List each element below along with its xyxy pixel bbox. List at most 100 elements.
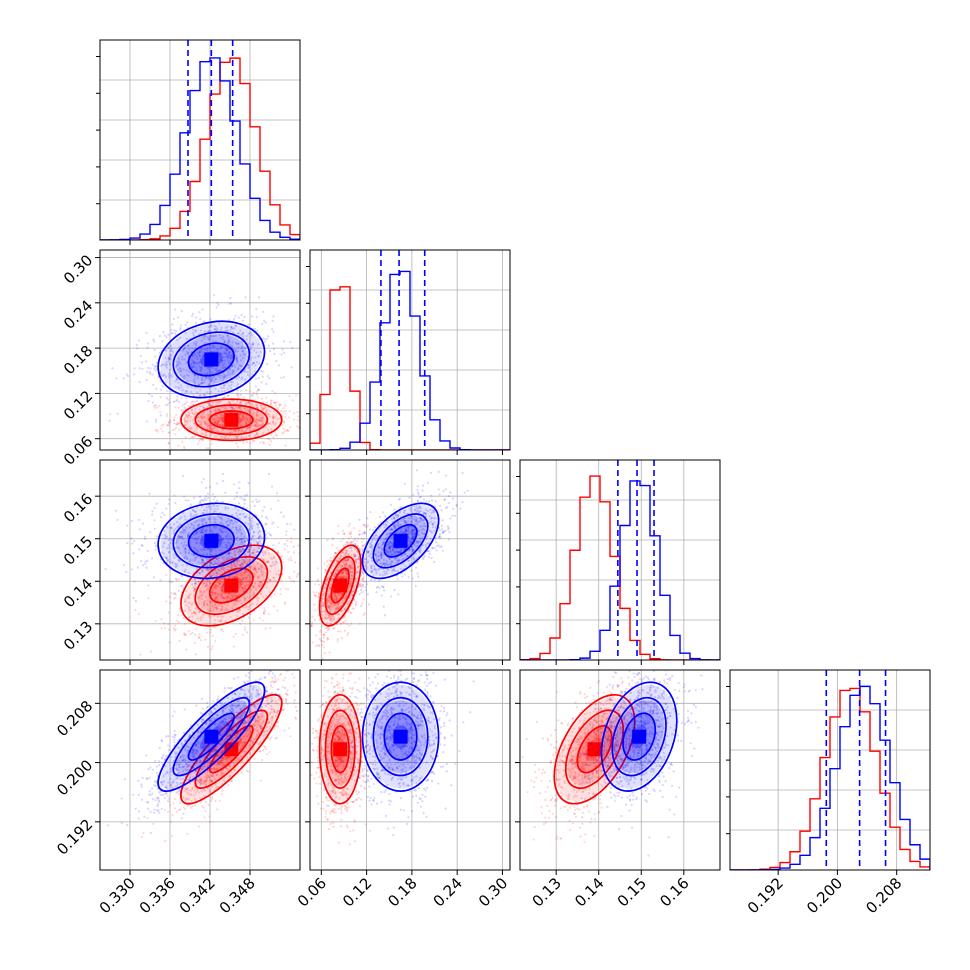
scatter-point bbox=[253, 504, 256, 508]
scatter-point bbox=[218, 581, 221, 584]
scatter-point bbox=[438, 532, 442, 536]
scatter-point bbox=[226, 595, 230, 598]
scatter-point bbox=[215, 571, 218, 574]
scatter-point bbox=[239, 354, 242, 357]
scatter-point bbox=[197, 415, 200, 419]
scatter-point bbox=[389, 503, 392, 506]
scatter-point bbox=[204, 430, 208, 434]
scatter-point bbox=[249, 577, 252, 580]
scatter-point bbox=[210, 553, 213, 557]
scatter-point bbox=[200, 348, 203, 351]
scatter-point bbox=[252, 539, 256, 542]
scatter-point bbox=[205, 347, 209, 350]
scatter-point bbox=[355, 600, 358, 604]
scatter-point bbox=[222, 567, 225, 570]
scatter-point bbox=[256, 501, 259, 504]
scatter-point bbox=[241, 423, 244, 426]
scatter-point bbox=[282, 376, 285, 379]
scatter-point bbox=[209, 529, 212, 532]
scatter-point bbox=[231, 365, 234, 368]
scatter-point bbox=[438, 504, 442, 507]
scatter-point bbox=[134, 599, 138, 603]
scatter-point bbox=[178, 400, 181, 404]
scatter-point bbox=[281, 423, 284, 427]
scatter-point bbox=[180, 396, 183, 400]
scatter-point bbox=[226, 437, 230, 440]
scatter-point bbox=[225, 608, 228, 612]
scatter-point bbox=[193, 533, 196, 536]
scatter-point bbox=[218, 542, 222, 545]
scatter-point bbox=[196, 537, 199, 541]
scatter-point bbox=[220, 567, 224, 570]
scatter-point bbox=[270, 440, 273, 443]
scatter-point bbox=[201, 616, 204, 619]
scatter-point bbox=[251, 362, 254, 365]
scatter-point bbox=[241, 331, 245, 335]
scatter-point bbox=[233, 593, 236, 597]
scatter-point bbox=[200, 382, 204, 385]
scatter-point bbox=[222, 527, 226, 530]
scatter-point bbox=[238, 549, 241, 552]
scatter-point bbox=[272, 435, 275, 439]
scatter-point bbox=[231, 607, 234, 610]
scatter-point bbox=[126, 524, 129, 527]
scatter-point bbox=[291, 399, 294, 402]
scatter-point bbox=[191, 328, 195, 331]
scatter-point bbox=[202, 411, 206, 414]
scatter-point bbox=[286, 544, 289, 548]
scatter-point bbox=[176, 520, 179, 524]
scatter-point bbox=[220, 566, 223, 569]
scatter-point bbox=[224, 530, 227, 533]
scatter-point bbox=[205, 406, 209, 409]
scatter-point bbox=[167, 346, 170, 350]
scatter-point bbox=[200, 535, 203, 538]
scatter-point bbox=[251, 342, 254, 346]
scatter-point bbox=[170, 591, 173, 595]
scatter-point bbox=[194, 401, 197, 404]
scatter-point bbox=[257, 537, 260, 540]
scatter-point bbox=[221, 589, 224, 592]
scatter-point bbox=[222, 583, 225, 587]
scatter-point bbox=[208, 609, 211, 612]
scatter-point bbox=[223, 436, 226, 439]
scatter-point bbox=[258, 388, 261, 391]
scatter-point bbox=[202, 518, 205, 521]
scatter-point bbox=[235, 436, 238, 439]
scatter-point bbox=[441, 549, 445, 552]
scatter-point bbox=[158, 404, 161, 408]
scatter-point bbox=[198, 595, 201, 599]
scatter-point bbox=[202, 575, 205, 578]
scatter-point bbox=[356, 550, 359, 553]
scatter-point bbox=[264, 552, 267, 555]
scatter-point bbox=[228, 571, 231, 575]
scatter-point bbox=[257, 542, 260, 545]
scatter-point bbox=[220, 605, 223, 609]
scatter-point bbox=[262, 408, 265, 412]
scatter-point bbox=[217, 604, 220, 607]
scatter-point bbox=[115, 377, 118, 380]
scatter-point bbox=[269, 578, 272, 582]
scatter-point bbox=[239, 585, 243, 588]
scatter-point bbox=[165, 397, 168, 400]
scatter-point bbox=[247, 426, 251, 430]
scatter-point bbox=[446, 525, 449, 528]
scatter-point bbox=[248, 518, 251, 522]
scatter-point bbox=[243, 539, 246, 542]
scatter-point bbox=[254, 582, 257, 585]
scatter-point bbox=[220, 529, 223, 532]
scatter-point bbox=[249, 358, 253, 361]
scatter-point bbox=[207, 376, 210, 379]
scatter-point bbox=[214, 596, 217, 599]
scatter-point bbox=[222, 615, 225, 618]
scatter-point bbox=[230, 594, 233, 597]
scatter-point bbox=[217, 420, 220, 423]
y-tick-label: 0.18 bbox=[60, 342, 96, 378]
scatter-point bbox=[217, 370, 220, 373]
scatter-point bbox=[213, 421, 217, 424]
scatter-point bbox=[250, 408, 254, 411]
scatter-point bbox=[209, 582, 212, 585]
scatter-point bbox=[210, 561, 213, 565]
scatter-point bbox=[172, 317, 175, 320]
scatter-point bbox=[198, 500, 201, 503]
scatter-point bbox=[252, 593, 256, 596]
